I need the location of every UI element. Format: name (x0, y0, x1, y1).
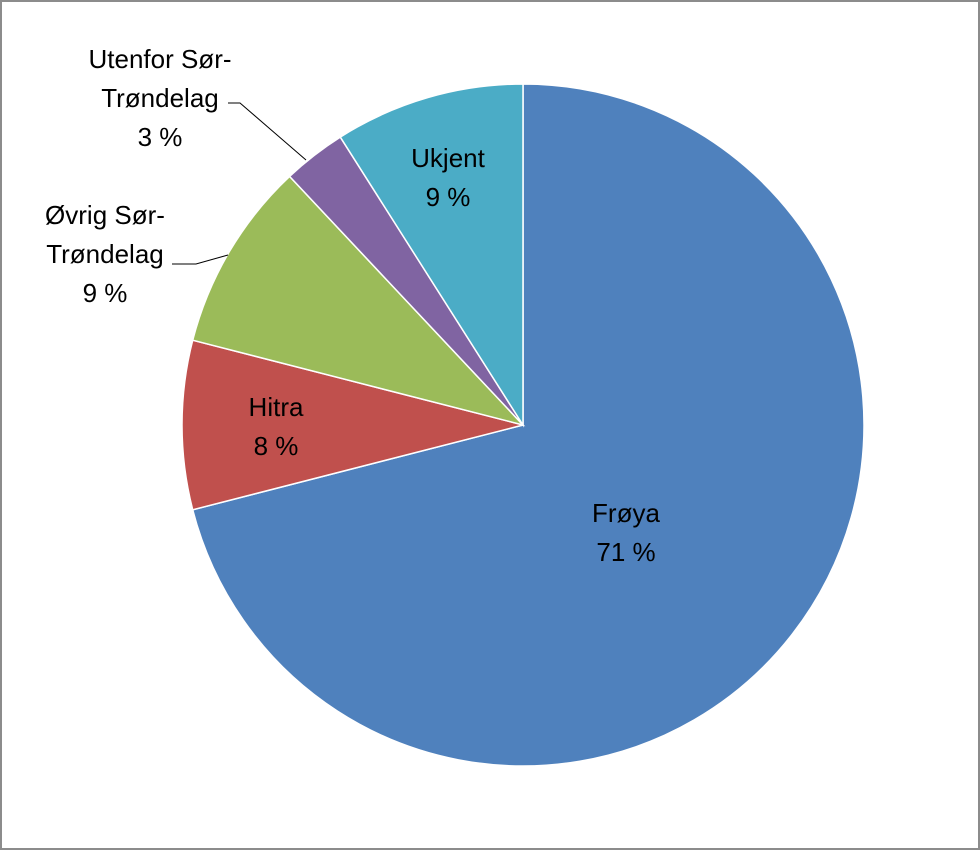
pie-slice-ovrig-sor-trondelag (191, 175, 526, 427)
leader-line-utenfor-sor-trondelag (228, 102, 307, 161)
leader-lines (172, 102, 307, 265)
slice-labels: Frøya 71 % Hitra 8 % Øvrig Sør-Trøndelag 9 % U… (45, 44, 660, 567)
pie-slices (181, 83, 865, 767)
data-label-hitra: Hitra 8 % (249, 392, 304, 461)
data-label-utenfor-sor-trondelag: Utenfor Sør-Trøndelag 3 % (88, 44, 231, 152)
leader-line-ovrig-sor-trondelag (172, 254, 229, 265)
pie-slice-ukjent (339, 83, 524, 428)
data-label-ovrig-sor-trondelag: Øvrig Sør-Trøndelag 9 % (45, 200, 165, 308)
pie-slice-froya (191, 83, 865, 767)
data-label-ukjent: Ukjent 9 % (411, 143, 485, 212)
pie-slice-hitra (181, 339, 524, 511)
data-label-froya: Frøya 71 % (592, 498, 660, 567)
